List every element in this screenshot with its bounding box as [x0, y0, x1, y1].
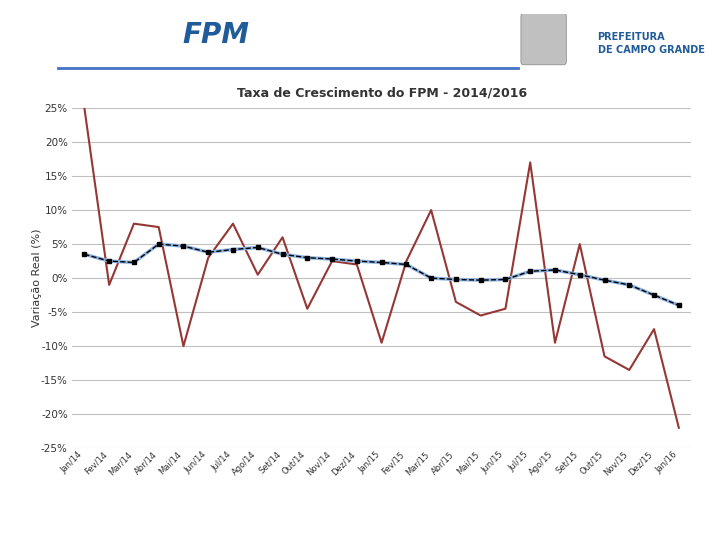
Tendência: [179, 243, 188, 249]
Line: 12 Meses vs 12 Meses Imediatamente Anteriores: 12 Meses vs 12 Meses Imediatamente Anter…: [84, 244, 679, 305]
12 Meses vs 12 Meses Imediatamente Anteriores: [105, 258, 114, 265]
12 Meses vs 12 Meses Imediatamente Anteriores: [427, 275, 436, 281]
12 Meses vs 12 Meses Imediatamente Anteriores: [402, 261, 410, 268]
Tendência: [575, 272, 584, 278]
Tendência: [80, 251, 89, 258]
Mês vs Mesmo Mês do Ano Anterior: [501, 306, 510, 312]
Mês vs Mesmo Mês do Ano Anterior: [154, 224, 163, 231]
12 Meses vs 12 Meses Imediatamente Anteriores: [377, 259, 386, 266]
12 Meses vs 12 Meses Imediatamente Anteriores: [625, 282, 634, 288]
Mês vs Mesmo Mês do Ano Anterior: [328, 258, 336, 265]
Tendência: [253, 244, 262, 251]
12 Meses vs 12 Meses Imediatamente Anteriores: [80, 251, 89, 258]
12 Meses vs 12 Meses Imediatamente Anteriores: [675, 302, 683, 308]
12 Meses vs 12 Meses Imediatamente Anteriores: [328, 256, 336, 262]
Tendência: [551, 267, 559, 273]
12 Meses vs 12 Meses Imediatamente Anteriores: [649, 292, 658, 298]
Mês vs Mesmo Mês do Ano Anterior: [253, 272, 262, 278]
12 Meses vs 12 Meses Imediatamente Anteriores: [179, 243, 188, 249]
Tendência: [451, 276, 460, 283]
Mês vs Mesmo Mês do Ano Anterior: [427, 207, 436, 213]
Mês vs Mesmo Mês do Ano Anterior: [105, 282, 114, 288]
12 Meses vs 12 Meses Imediatamente Anteriores: [600, 277, 609, 284]
Mês vs Mesmo Mês do Ano Anterior: [278, 234, 287, 240]
12 Meses vs 12 Meses Imediatamente Anteriores: [204, 249, 212, 255]
Mês vs Mesmo Mês do Ano Anterior: [402, 258, 410, 265]
Tendência: [600, 277, 609, 284]
FancyBboxPatch shape: [521, 14, 567, 65]
12 Meses vs 12 Meses Imediatamente Anteriores: [229, 246, 238, 253]
Tendência: [526, 268, 534, 274]
Mês vs Mesmo Mês do Ano Anterior: [229, 220, 238, 227]
Mês vs Mesmo Mês do Ano Anterior: [675, 424, 683, 431]
Tendência: [328, 256, 336, 262]
Mês vs Mesmo Mês do Ano Anterior: [575, 241, 584, 247]
Tendência: [229, 246, 238, 253]
Mês vs Mesmo Mês do Ano Anterior: [303, 306, 312, 312]
Tendência: [204, 249, 212, 255]
12 Meses vs 12 Meses Imediatamente Anteriores: [130, 259, 138, 266]
Mês vs Mesmo Mês do Ano Anterior: [130, 220, 138, 227]
Tendência: [105, 258, 114, 265]
Mês vs Mesmo Mês do Ano Anterior: [451, 299, 460, 305]
Tendência: [501, 276, 510, 283]
Y-axis label: Variação Real (%): Variação Real (%): [32, 229, 42, 327]
12 Meses vs 12 Meses Imediatamente Anteriores: [575, 272, 584, 278]
Line: Tendência: Tendência: [82, 242, 681, 307]
Mês vs Mesmo Mês do Ano Anterior: [625, 367, 634, 373]
12 Meses vs 12 Meses Imediatamente Anteriores: [278, 251, 287, 258]
Tendência: [402, 261, 410, 268]
12 Meses vs 12 Meses Imediatamente Anteriores: [501, 276, 510, 283]
Text: FPM: FPM: [182, 21, 250, 49]
12 Meses vs 12 Meses Imediatamente Anteriores: [551, 267, 559, 273]
Tendência: [377, 259, 386, 266]
Tendência: [278, 251, 287, 258]
Mês vs Mesmo Mês do Ano Anterior: [477, 312, 485, 319]
12 Meses vs 12 Meses Imediatamente Anteriores: [253, 244, 262, 251]
Mês vs Mesmo Mês do Ano Anterior: [353, 261, 361, 268]
Mês vs Mesmo Mês do Ano Anterior: [526, 159, 534, 166]
Mês vs Mesmo Mês do Ano Anterior: [551, 340, 559, 346]
12 Meses vs 12 Meses Imediatamente Anteriores: [303, 254, 312, 261]
Tendência: [649, 292, 658, 298]
Text: PREFEITURA
DE CAMPO GRANDE: PREFEITURA DE CAMPO GRANDE: [598, 32, 704, 55]
Tendência: [303, 254, 312, 261]
12 Meses vs 12 Meses Imediatamente Anteriores: [526, 268, 534, 274]
Tendência: [427, 275, 436, 281]
12 Meses vs 12 Meses Imediatamente Anteriores: [353, 258, 361, 265]
Mês vs Mesmo Mês do Ano Anterior: [377, 340, 386, 346]
Mês vs Mesmo Mês do Ano Anterior: [649, 326, 658, 333]
12 Meses vs 12 Meses Imediatamente Anteriores: [477, 277, 485, 284]
Line: Mês vs Mesmo Mês do Ano Anterior: Mês vs Mesmo Mês do Ano Anterior: [84, 108, 679, 428]
Tendência: [130, 259, 138, 266]
12 Meses vs 12 Meses Imediatamente Anteriores: [451, 276, 460, 283]
Mês vs Mesmo Mês do Ano Anterior: [600, 353, 609, 360]
Title: Taxa de Crescimento do FPM - 2014/2016: Taxa de Crescimento do FPM - 2014/2016: [237, 87, 526, 100]
Mês vs Mesmo Mês do Ano Anterior: [80, 105, 89, 111]
Tendência: [625, 282, 634, 288]
Tendência: [154, 241, 163, 247]
Mês vs Mesmo Mês do Ano Anterior: [179, 343, 188, 349]
12 Meses vs 12 Meses Imediatamente Anteriores: [154, 241, 163, 247]
Tendência: [353, 258, 361, 265]
Tendência: [477, 277, 485, 284]
Mês vs Mesmo Mês do Ano Anterior: [204, 254, 212, 261]
Tendência: [675, 302, 683, 308]
